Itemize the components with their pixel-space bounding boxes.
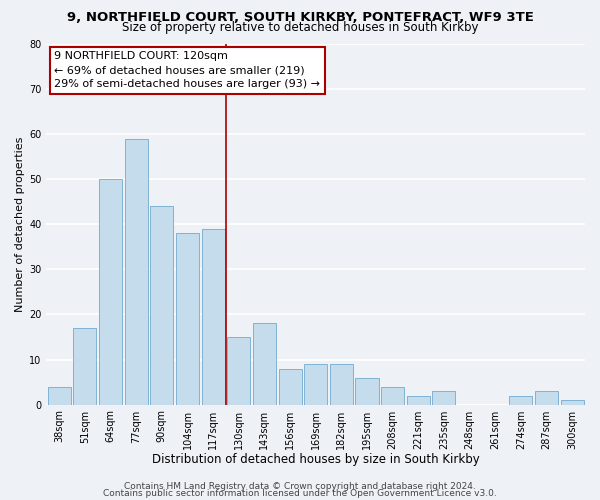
- Bar: [407, 396, 430, 404]
- Text: 9, NORTHFIELD COURT, SOUTH KIRKBY, PONTEFRACT, WF9 3TE: 9, NORTHFIELD COURT, SOUTH KIRKBY, PONTE…: [67, 11, 533, 24]
- Bar: [47, 386, 71, 404]
- Text: Contains public sector information licensed under the Open Government Licence v3: Contains public sector information licen…: [103, 488, 497, 498]
- Text: 9 NORTHFIELD COURT: 120sqm
← 69% of detached houses are smaller (219)
29% of sem: 9 NORTHFIELD COURT: 120sqm ← 69% of deta…: [55, 51, 320, 89]
- Bar: [73, 328, 97, 404]
- Text: Size of property relative to detached houses in South Kirkby: Size of property relative to detached ho…: [122, 21, 478, 34]
- Bar: [278, 368, 302, 404]
- Bar: [560, 400, 584, 404]
- Bar: [509, 396, 532, 404]
- Bar: [125, 138, 148, 404]
- Bar: [535, 391, 558, 404]
- Bar: [304, 364, 327, 405]
- Bar: [381, 386, 404, 404]
- Bar: [202, 229, 224, 404]
- X-axis label: Distribution of detached houses by size in South Kirkby: Distribution of detached houses by size …: [152, 453, 479, 466]
- Bar: [330, 364, 353, 405]
- Bar: [355, 378, 379, 404]
- Bar: [176, 234, 199, 404]
- Text: Contains HM Land Registry data © Crown copyright and database right 2024.: Contains HM Land Registry data © Crown c…: [124, 482, 476, 491]
- Bar: [99, 179, 122, 404]
- Bar: [253, 324, 276, 404]
- Y-axis label: Number of detached properties: Number of detached properties: [15, 136, 25, 312]
- Bar: [227, 337, 250, 404]
- Bar: [150, 206, 173, 404]
- Bar: [433, 391, 455, 404]
